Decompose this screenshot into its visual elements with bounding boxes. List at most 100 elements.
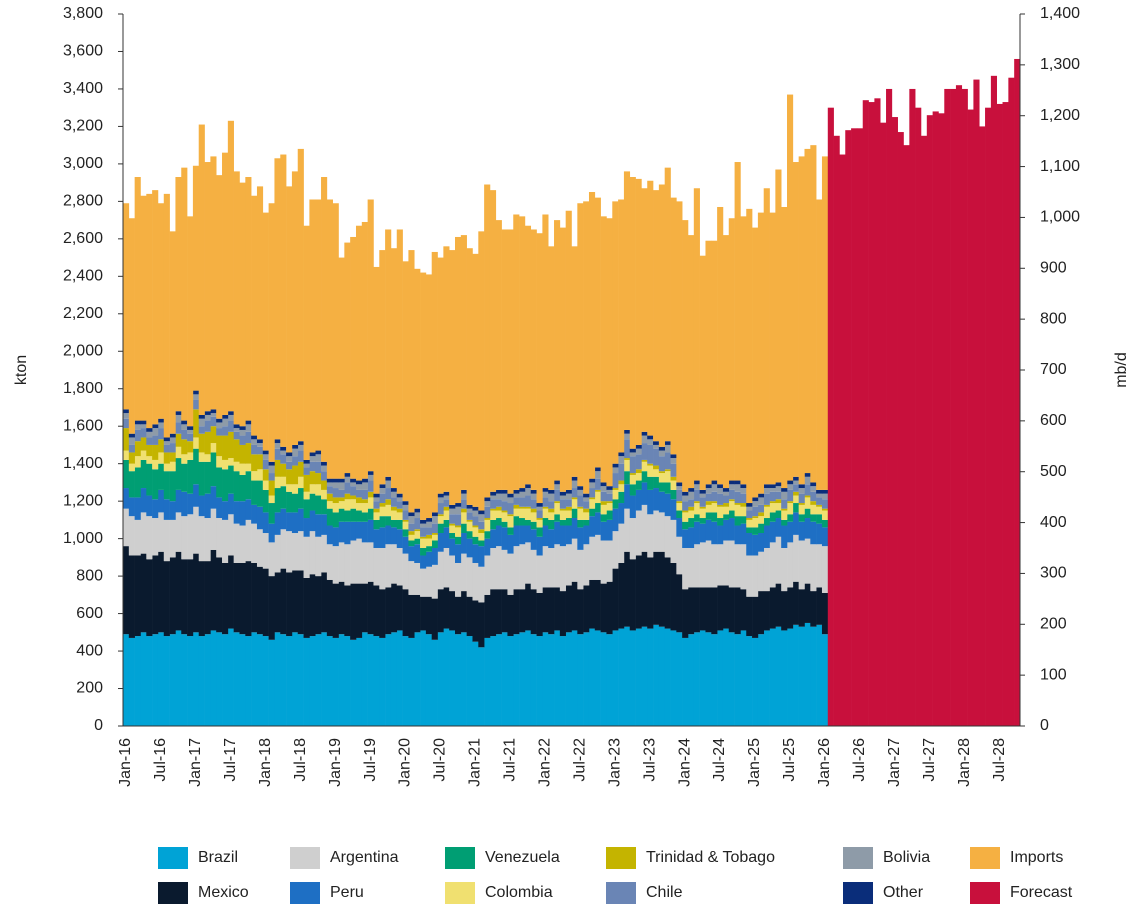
bar-segment <box>664 493 671 517</box>
bar-segment <box>408 561 415 595</box>
bar-segment <box>239 474 246 502</box>
bar-segment <box>157 422 165 429</box>
bar-segment <box>367 542 374 582</box>
bar-segment <box>245 636 252 726</box>
bar-segment <box>530 549 537 590</box>
bar-segment <box>478 533 485 541</box>
bar-segment <box>425 551 433 567</box>
bar-segment <box>618 456 625 464</box>
bar-segment <box>350 508 357 522</box>
bar-segment <box>355 510 363 522</box>
bar-segment <box>565 489 572 494</box>
bar-segment <box>524 519 532 526</box>
bar-segment <box>350 499 357 509</box>
bar-segment <box>355 637 363 726</box>
bar-segment <box>251 480 258 505</box>
bar-segment <box>524 488 532 496</box>
bar-segment <box>588 192 596 479</box>
bar-segment <box>583 501 590 509</box>
bar-segment <box>460 499 467 509</box>
bar-segment <box>361 632 368 726</box>
bar-segment <box>157 551 165 633</box>
bar-segment <box>542 587 549 633</box>
bar-segment <box>216 435 223 457</box>
legend-swatch <box>445 882 475 904</box>
bar-segment <box>379 250 386 485</box>
bar-segment <box>157 463 165 490</box>
bar-segment <box>810 482 817 487</box>
bar-segment <box>222 414 229 419</box>
bar-segment <box>390 506 398 511</box>
bar-segment <box>425 527 433 535</box>
bar-segment <box>524 542 532 584</box>
bar-segment <box>402 636 409 726</box>
bar-segment <box>204 634 211 726</box>
bar-segment <box>623 439 631 459</box>
bar-segment <box>792 624 799 726</box>
bar-segment <box>262 533 269 569</box>
bar-segment <box>315 495 322 515</box>
bar-segment <box>519 497 526 507</box>
bar-segment <box>705 519 712 541</box>
bar-segment <box>373 266 380 494</box>
bar-segment <box>315 454 322 462</box>
bar-segment <box>752 555 759 597</box>
bar-segment <box>187 426 194 430</box>
bar-segment <box>466 519 473 522</box>
bar-segment <box>717 525 724 545</box>
bar-segment <box>239 444 246 464</box>
bar-segment <box>821 493 829 500</box>
bar-segment <box>618 523 625 563</box>
y-tick-label: 1,000 <box>63 530 103 547</box>
bar-segment <box>658 491 665 513</box>
bar-segment <box>792 491 799 496</box>
bar-segment <box>693 632 700 726</box>
bar-segment <box>484 555 491 595</box>
bar-segment <box>734 491 741 504</box>
bar-segment <box>297 531 304 571</box>
bar-segment <box>827 107 834 727</box>
bar-segment <box>321 480 328 490</box>
bar-segment <box>886 88 893 726</box>
bar-segment <box>798 504 805 515</box>
bar-segment <box>402 261 409 502</box>
bar-segment <box>548 493 555 502</box>
bar-segment <box>548 246 555 490</box>
bar-segment <box>722 628 730 726</box>
bar-segment <box>437 516 444 524</box>
bar-segment <box>140 553 147 633</box>
bar-segment <box>530 508 537 513</box>
bar-segment <box>344 510 351 522</box>
bar-segment <box>396 508 403 513</box>
bar-segment <box>565 510 572 519</box>
bar-segment <box>728 218 735 481</box>
bar-segment <box>781 519 788 526</box>
bar-segment <box>647 476 654 490</box>
bar-segment <box>251 523 258 563</box>
bar-segment <box>134 555 141 637</box>
bar-segment <box>664 482 671 494</box>
bar-segment <box>501 632 508 726</box>
bar-segment <box>722 514 730 520</box>
bar-segment <box>198 414 205 419</box>
bar-segment <box>967 109 974 727</box>
bar-segment <box>513 546 520 590</box>
bar-segment <box>816 587 823 625</box>
bar-segment <box>210 486 217 509</box>
bar-segment <box>635 178 642 445</box>
bar-segment <box>152 518 159 556</box>
bar-segment <box>670 519 677 563</box>
bar-segment <box>425 634 433 726</box>
bar-segment <box>222 435 229 460</box>
bar-segment <box>350 495 357 500</box>
x-tick-label: Jul-22 <box>571 738 588 782</box>
bar-segment <box>612 531 619 569</box>
bar-segment <box>256 506 264 530</box>
bar-segment <box>181 516 188 560</box>
bar-segment <box>775 482 782 487</box>
bar-segment <box>728 632 735 726</box>
bar-segment <box>670 562 677 631</box>
bar-segment <box>676 574 683 633</box>
bar-segment <box>594 197 601 468</box>
bar-segment <box>816 544 823 588</box>
